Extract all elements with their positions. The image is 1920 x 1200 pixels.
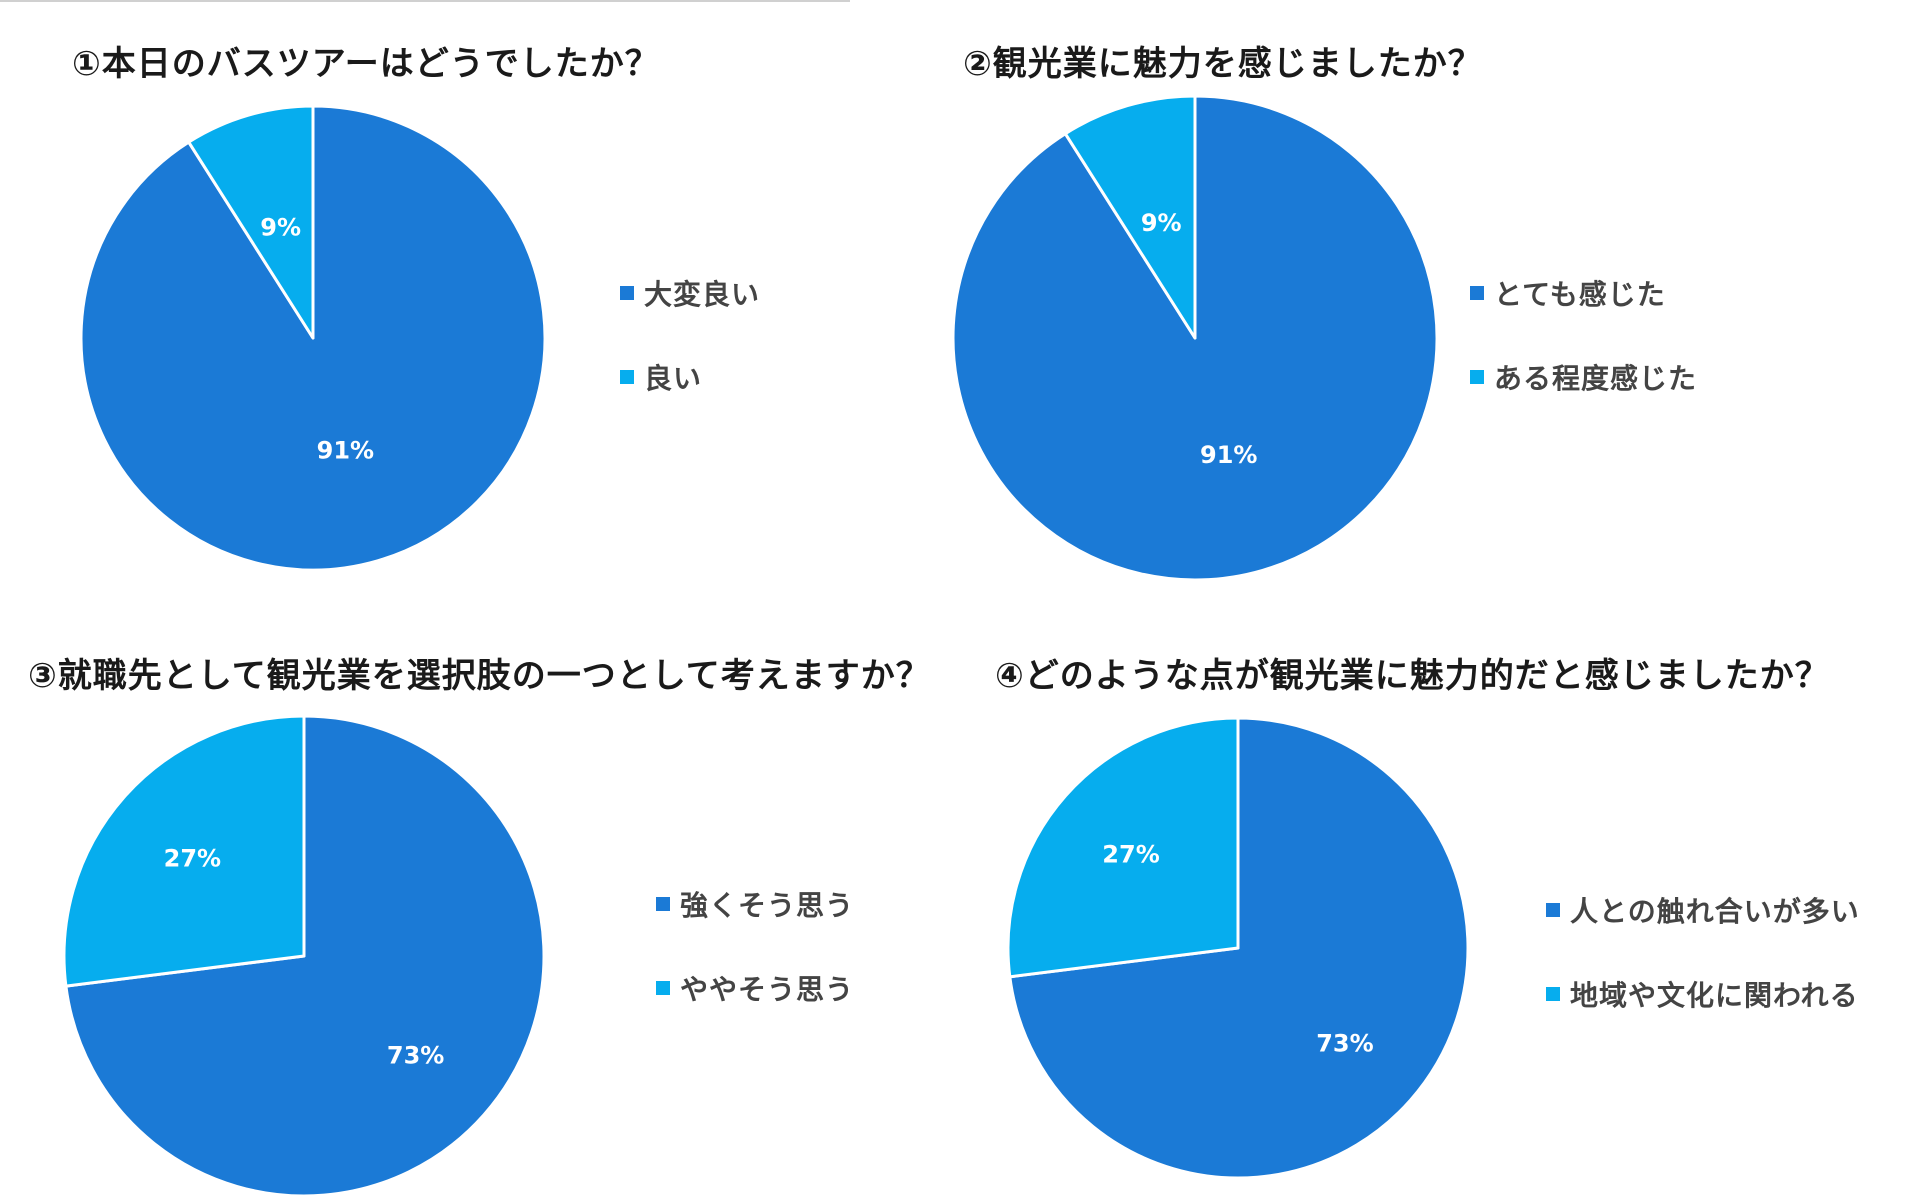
data-label-2: 27%: [1102, 841, 1159, 869]
pie-slice-1: [1008, 716, 1470, 1180]
legend-swatch: [1546, 903, 1560, 917]
legend-item: 人との触れ合いが多い: [1546, 890, 1860, 930]
legend-label: 人との触れ合いが多い: [1570, 895, 1860, 928]
legend-label: 大変良い: [644, 278, 761, 311]
pie-slice-2: [62, 714, 306, 988]
data-label-1: 73%: [387, 1041, 444, 1069]
data-label-1: 91%: [1200, 441, 1257, 469]
chart-title: ④どのような点が観光業に魅力的だと感じましたか？: [995, 656, 1830, 696]
legend-swatch: [656, 897, 670, 911]
chart-legend: とても感じた ある程度感じた: [1470, 273, 1697, 441]
chart-title: ②観光業に魅力を感じましたか？: [963, 44, 1483, 84]
chart-legend: 強くそう思う ややそう思う: [656, 884, 854, 1052]
data-label-2: 27%: [164, 845, 221, 873]
top-divider-line: [0, 0, 850, 2]
data-label-1: 73%: [1316, 1029, 1373, 1057]
legend-item: ややそう思う: [656, 968, 854, 1008]
legend-label: 地域や文化に関われる: [1570, 979, 1859, 1012]
legend-swatch: [620, 370, 634, 384]
legend-swatch: [1470, 286, 1484, 300]
legend-item: ある程度感じた: [1470, 357, 1697, 397]
legend-label: ある程度感じた: [1494, 362, 1698, 395]
legend-label: とても感じた: [1494, 278, 1666, 311]
pie-slice-2: [1006, 716, 1240, 979]
legend-swatch: [1470, 370, 1484, 384]
data-label-2: 9%: [260, 214, 301, 242]
pie-slice-2: [187, 104, 315, 340]
legend-item: 大変良い: [620, 273, 760, 313]
chart-legend: 人との触れ合いが多い 地域や文化に関われる: [1546, 890, 1860, 1058]
legend-item: 良い: [620, 357, 760, 397]
legend-item: とても感じた: [1470, 273, 1697, 313]
data-label-1: 91%: [317, 436, 374, 464]
pie-slice-1: [951, 94, 1439, 582]
legend-swatch: [1546, 987, 1560, 1001]
legend-item: 地域や文化に関われる: [1546, 974, 1860, 1014]
legend-label: ややそう思う: [680, 973, 855, 1006]
pie-slice-1: [79, 104, 547, 572]
chart-legend: 大変良い 良い: [620, 273, 760, 441]
legend-item: 強くそう思う: [656, 884, 854, 924]
legend-swatch: [656, 981, 670, 995]
legend-label: 強くそう思う: [680, 889, 855, 922]
legend-label: 良い: [644, 362, 703, 395]
chart-title: ①本日のバスツアーはどうでしたか？: [72, 44, 660, 84]
pie-slice-2: [1063, 94, 1197, 340]
data-label-2: 9%: [1141, 209, 1182, 237]
chart-title: ③就職先として観光業を選択肢の一つとして考えますか？: [28, 656, 931, 696]
legend-swatch: [620, 286, 634, 300]
pie-slice-1: [64, 714, 546, 1198]
